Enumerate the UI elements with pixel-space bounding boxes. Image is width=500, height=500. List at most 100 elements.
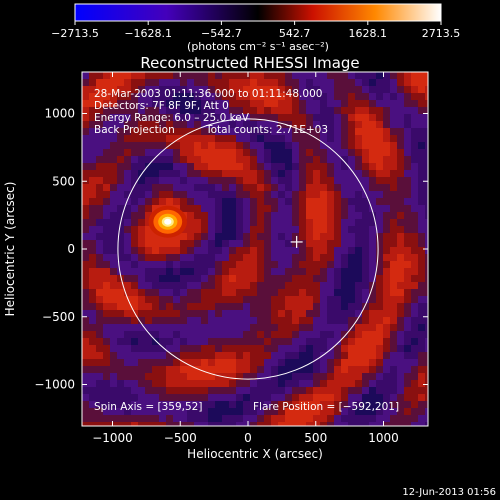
fringe-cell bbox=[320, 149, 328, 157]
fringe-cell bbox=[264, 282, 272, 290]
fringe-cell bbox=[236, 79, 244, 87]
fringe-cell bbox=[201, 275, 209, 283]
fringe-cell bbox=[418, 219, 426, 227]
fringe-cell bbox=[103, 394, 111, 402]
fringe-cell bbox=[355, 380, 363, 388]
fringe-cell bbox=[425, 310, 428, 318]
fringe-cell bbox=[208, 107, 216, 115]
fringe-cell bbox=[243, 261, 251, 269]
fringe-cell bbox=[306, 170, 314, 178]
fringe-cell bbox=[243, 107, 251, 115]
fringe-cell bbox=[306, 394, 314, 402]
fringe-cell bbox=[306, 268, 314, 276]
fringe-cell bbox=[96, 163, 104, 171]
fringe-cell bbox=[215, 156, 223, 164]
fringe-cell bbox=[103, 184, 111, 192]
fringe-cell bbox=[208, 135, 216, 143]
fringe-cell bbox=[306, 408, 314, 416]
fringe-cell bbox=[292, 296, 300, 304]
fringe-cell bbox=[131, 121, 139, 129]
fringe-cell bbox=[320, 135, 328, 143]
fringe-cell bbox=[411, 72, 419, 80]
flare-source bbox=[148, 205, 187, 238]
fringe-cell bbox=[411, 373, 419, 381]
fringe-cell bbox=[306, 254, 314, 262]
fringe-cell bbox=[243, 345, 251, 353]
fringe-cell bbox=[145, 387, 153, 395]
fringe-cell bbox=[159, 149, 167, 157]
fringe-cell bbox=[369, 296, 377, 304]
fringe-cell bbox=[131, 317, 139, 325]
fringe-cell bbox=[285, 289, 293, 297]
fringe-cell bbox=[369, 142, 377, 150]
fringe-cell bbox=[271, 107, 279, 115]
fringe-cell bbox=[369, 72, 377, 80]
fringe-cell bbox=[299, 275, 307, 283]
fringe-cell bbox=[131, 114, 139, 122]
fringe-cell bbox=[369, 121, 377, 129]
fringe-cell bbox=[306, 226, 314, 234]
fringe-cell bbox=[166, 268, 174, 276]
fringe-cell bbox=[320, 233, 328, 241]
fringe-cell bbox=[411, 198, 419, 206]
fringe-cell bbox=[201, 394, 209, 402]
fringe-cell bbox=[138, 177, 146, 185]
fringe-cell bbox=[117, 359, 125, 367]
fringe-cell bbox=[194, 366, 202, 374]
fringe-cell bbox=[264, 114, 272, 122]
fringe-cell bbox=[355, 296, 363, 304]
fringe-cell bbox=[320, 156, 328, 164]
fringe-cell bbox=[369, 107, 377, 115]
fringe-cell bbox=[404, 226, 412, 234]
fringe-cell bbox=[138, 247, 146, 255]
fringe-cell bbox=[173, 72, 181, 80]
fringe-cell bbox=[390, 212, 398, 220]
fringe-cell bbox=[348, 408, 356, 416]
fringe-cell bbox=[362, 93, 370, 101]
fringe-cell bbox=[404, 380, 412, 388]
fringe-cell bbox=[110, 359, 118, 367]
fringe-cell bbox=[145, 296, 153, 304]
fringe-cell bbox=[271, 380, 279, 388]
fringe-cell bbox=[313, 219, 321, 227]
fringe-cell bbox=[355, 79, 363, 87]
fringe-cell bbox=[152, 261, 160, 269]
fringe-cell bbox=[271, 184, 279, 192]
fringe-cell bbox=[327, 233, 335, 241]
fringe-cell bbox=[313, 296, 321, 304]
fringe-cell bbox=[390, 121, 398, 129]
fringe-cell bbox=[117, 247, 125, 255]
fringe-cell bbox=[152, 359, 160, 367]
fringe-cell bbox=[292, 324, 300, 332]
fringe-cell bbox=[194, 212, 202, 220]
fringe-cell bbox=[278, 324, 286, 332]
fringe-cell bbox=[124, 177, 132, 185]
fringe-cell bbox=[215, 177, 223, 185]
fringe-cell bbox=[103, 163, 111, 171]
fringe-cell bbox=[131, 359, 139, 367]
fringe-cell bbox=[425, 107, 428, 115]
fringe-cell bbox=[418, 408, 426, 416]
fringe-cell bbox=[110, 240, 118, 248]
fringe-cell bbox=[327, 128, 335, 136]
fringe-cell bbox=[355, 205, 363, 213]
fringe-cell bbox=[159, 373, 167, 381]
fringe-cell bbox=[306, 72, 314, 80]
fringe-cell bbox=[257, 142, 265, 150]
fringe-cell bbox=[341, 394, 349, 402]
fringe-cell bbox=[103, 226, 111, 234]
fringe-cell bbox=[397, 212, 405, 220]
fringe-cell bbox=[418, 373, 426, 381]
fringe-cell bbox=[103, 254, 111, 262]
fringe-cell bbox=[201, 184, 209, 192]
fringe-cell bbox=[215, 387, 223, 395]
fringe-cell bbox=[341, 387, 349, 395]
fringe-cell bbox=[229, 408, 237, 416]
fringe-cell bbox=[390, 275, 398, 283]
fringe-cell bbox=[117, 345, 125, 353]
fringe-cell bbox=[117, 289, 125, 297]
fringe-cell bbox=[383, 261, 391, 269]
fringe-cell bbox=[334, 366, 342, 374]
fringe-cell bbox=[306, 296, 314, 304]
fringe-cell bbox=[320, 408, 328, 416]
